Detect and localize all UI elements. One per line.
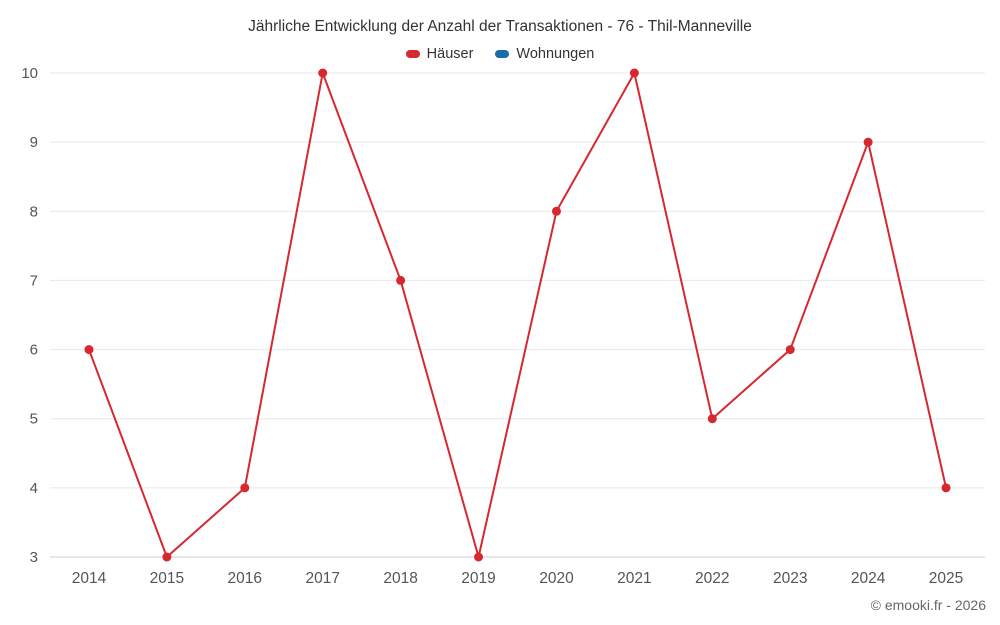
svg-text:10: 10 [21, 65, 38, 82]
svg-text:8: 8 [30, 203, 38, 220]
svg-text:2019: 2019 [461, 570, 495, 587]
svg-text:2025: 2025 [929, 570, 963, 587]
svg-text:9: 9 [30, 134, 38, 151]
svg-text:5: 5 [30, 411, 38, 428]
legend-swatch-haeuser [405, 50, 420, 58]
svg-text:2024: 2024 [851, 570, 886, 587]
svg-text:2017: 2017 [305, 570, 339, 587]
svg-text:2020: 2020 [539, 570, 574, 587]
legend-item-haeuser[interactable]: Häuser [405, 46, 474, 62]
svg-text:6: 6 [30, 342, 38, 359]
svg-text:2023: 2023 [773, 570, 807, 587]
svg-text:2018: 2018 [383, 570, 417, 587]
chart-title: Jährliche Entwicklung der Anzahl der Tra… [248, 18, 752, 35]
svg-text:2022: 2022 [695, 570, 729, 587]
legend-label-wohnungen: Wohnungen [516, 46, 595, 62]
legend-item-wohnungen[interactable]: Wohnungen [495, 46, 594, 62]
svg-text:4: 4 [30, 480, 38, 497]
chart-legend: Häuser Wohnungen [0, 46, 1000, 62]
legend-label-haeuser: Häuser [426, 46, 474, 62]
svg-text:2021: 2021 [617, 570, 651, 587]
svg-text:2014: 2014 [72, 570, 107, 587]
svg-text:2016: 2016 [228, 570, 262, 587]
copyright-footer: © emooki.fr - 2026 [870, 597, 986, 613]
svg-text:3: 3 [30, 549, 38, 566]
svg-text:7: 7 [30, 272, 38, 289]
svg-text:2015: 2015 [150, 570, 184, 587]
legend-swatch-wohnungen [495, 50, 510, 58]
